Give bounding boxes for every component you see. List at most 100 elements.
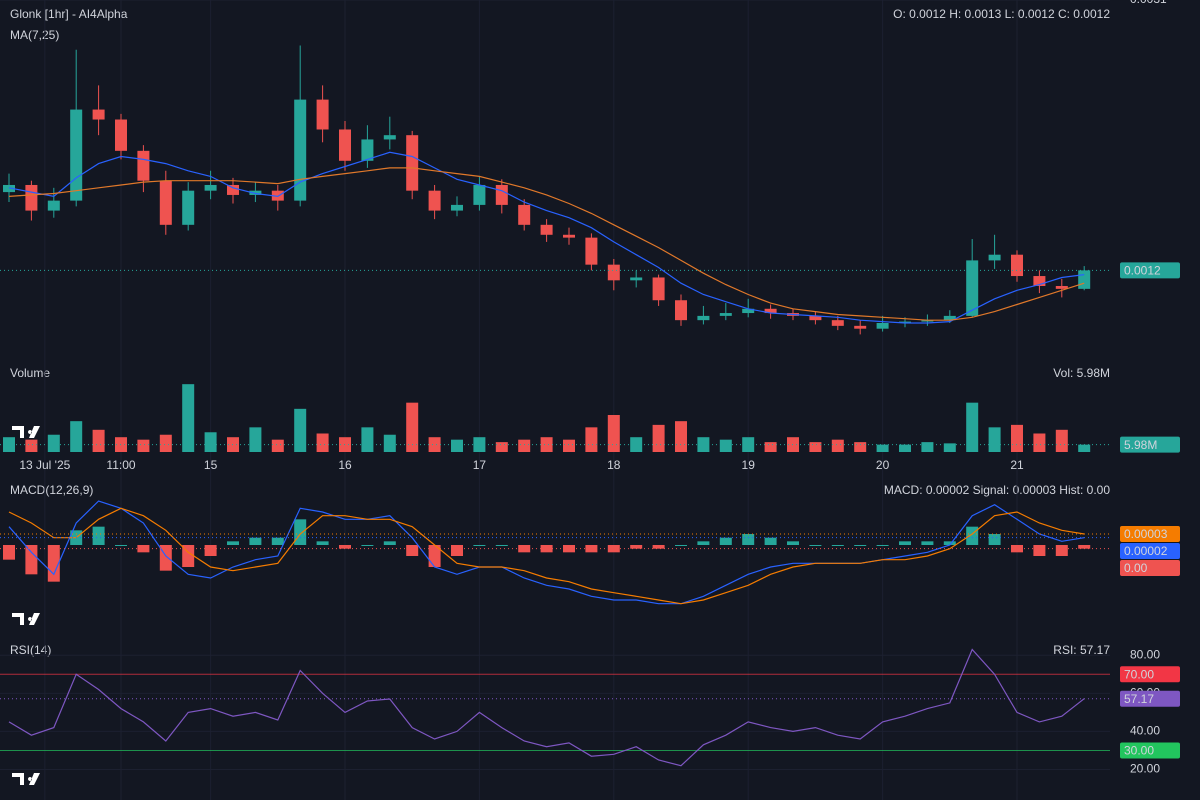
histogram-bar — [294, 519, 307, 545]
candle-body — [1055, 286, 1068, 289]
histogram-bar — [899, 541, 911, 545]
candle-body — [540, 224, 553, 235]
candle-body — [92, 109, 105, 120]
candle-body — [204, 184, 217, 191]
candle-body — [473, 184, 486, 205]
histogram-bar — [204, 545, 217, 556]
chart-title: Glonk [1hr] - AI4Alpha — [10, 7, 128, 21]
candle-body — [1033, 276, 1046, 287]
histogram-bar — [988, 534, 1001, 545]
candle-body — [451, 204, 463, 211]
volume-bar — [451, 439, 463, 452]
ma-line — [8, 167, 1085, 321]
y-tick-label: 20.00 — [1130, 762, 1160, 776]
candle-body — [361, 139, 374, 161]
candle-body — [294, 99, 307, 201]
volume-bar — [204, 432, 217, 452]
last-value-label: 0.00003 — [1124, 527, 1168, 541]
volume-bar — [406, 402, 419, 452]
candle-body — [831, 320, 844, 326]
histogram-bar — [585, 545, 598, 553]
candle-body — [764, 308, 777, 314]
candle-body — [1011, 254, 1023, 277]
candle-body — [495, 184, 508, 205]
x-tick-label: 15 — [204, 458, 218, 472]
histogram-bar — [25, 545, 38, 575]
volume-bar — [47, 434, 60, 452]
volume-bar — [764, 442, 777, 452]
volume-bar — [831, 439, 844, 452]
candle-body — [675, 300, 687, 321]
candle-body — [899, 321, 911, 324]
volume-bar — [1055, 429, 1068, 452]
last-volume-label: 5.98M — [1124, 438, 1157, 452]
volume-bar — [943, 443, 956, 452]
candle-body — [921, 320, 934, 322]
histogram-bar — [115, 545, 127, 546]
y-tick-label: 80.00 — [1130, 647, 1160, 661]
candle-body — [943, 315, 956, 321]
x-tick-label: 17 — [473, 458, 487, 472]
volume-bar — [719, 439, 732, 452]
band-label: 70.00 — [1124, 667, 1154, 681]
histogram-bar — [137, 545, 150, 553]
volume-bar — [518, 439, 531, 452]
histogram-bar — [473, 545, 486, 546]
pane-title: RSI(14) — [10, 643, 51, 657]
histogram-bar — [495, 545, 508, 546]
histogram-bar — [3, 545, 15, 560]
volume-bar — [428, 437, 441, 452]
candle-body — [630, 277, 643, 281]
ma-line — [8, 151, 1085, 324]
volume-bar — [137, 439, 150, 452]
volume-bar — [271, 439, 284, 452]
last-value-label-bg — [1120, 543, 1180, 559]
volume-bar — [25, 439, 38, 452]
candle-body — [47, 200, 60, 211]
histogram-bar — [787, 541, 799, 545]
candle-body — [182, 190, 195, 225]
candle-body — [697, 315, 710, 321]
logo-shape — [12, 773, 40, 785]
histogram-bar — [652, 545, 665, 549]
macd-line — [8, 500, 1085, 605]
volume-bar — [652, 424, 665, 452]
band-label: 30.00 — [1124, 744, 1154, 758]
histogram-bar — [406, 545, 419, 556]
candle-body — [854, 325, 867, 329]
volume-bar — [988, 427, 1001, 452]
volume-bar — [966, 402, 979, 452]
histogram-bar — [1078, 545, 1091, 549]
macd-line — [8, 507, 1085, 605]
tv-logo — [12, 426, 40, 438]
y-tick-label: 40.00 — [1130, 724, 1160, 738]
volume-bar — [675, 421, 687, 452]
candle-body — [227, 184, 239, 195]
volume-bar — [294, 408, 307, 452]
candle-body — [159, 180, 172, 225]
histogram-bar — [428, 545, 441, 567]
pane-title: MACD(12,26,9) — [10, 483, 93, 497]
pane-title: Volume — [10, 366, 50, 380]
volume-bar — [854, 442, 867, 452]
volume-bar — [1033, 433, 1046, 452]
volume-bar — [495, 442, 508, 452]
histogram-bar — [607, 545, 620, 553]
candle-body — [339, 129, 351, 161]
x-tick-label: 21 — [1010, 458, 1024, 472]
candle-body — [115, 119, 127, 151]
x-tick-label: 18 — [607, 458, 621, 472]
last-value-label: 0.00 — [1124, 561, 1148, 575]
candle-body — [316, 99, 329, 130]
band-label-bg — [1120, 666, 1180, 683]
candle-body — [585, 237, 598, 265]
candle-body — [271, 190, 284, 201]
candle-body — [1078, 270, 1091, 289]
last-value-label: 0.00002 — [1124, 544, 1168, 558]
histogram-bar — [764, 537, 777, 545]
histogram-bar — [943, 541, 956, 545]
histogram-bar — [742, 534, 755, 545]
volume-bar — [1078, 444, 1091, 452]
